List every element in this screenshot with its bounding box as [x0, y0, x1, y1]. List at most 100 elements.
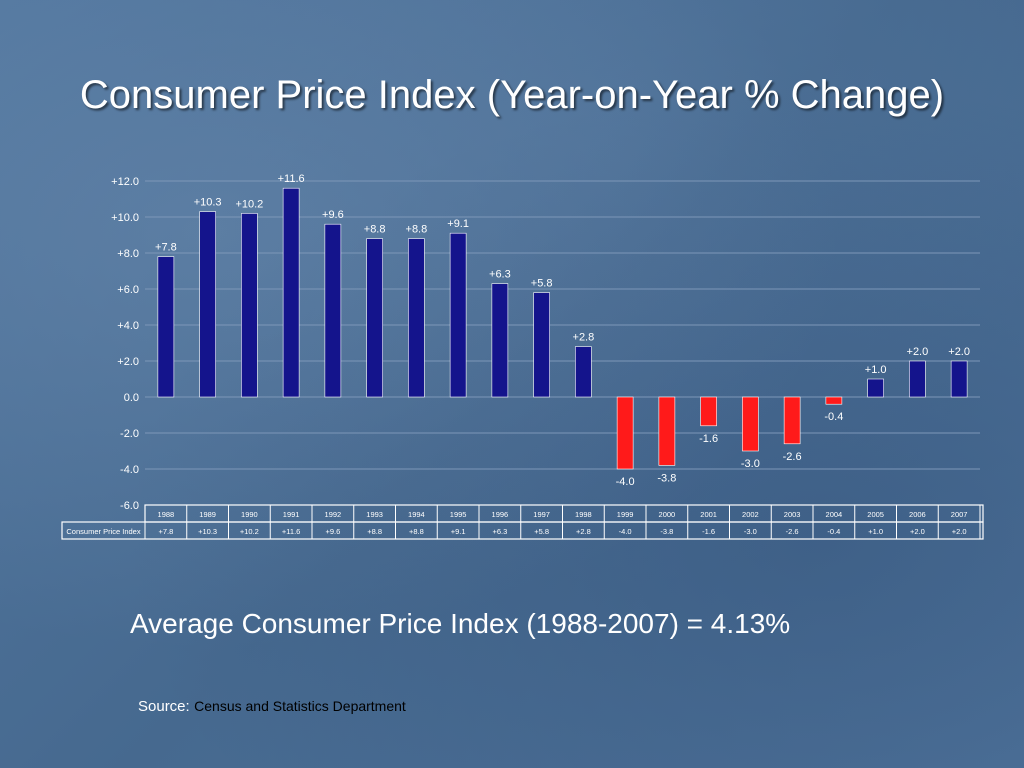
bar-value-label: -1.6 — [699, 433, 718, 445]
bar-value-label: +6.3 — [489, 269, 511, 281]
y-tick-label: +8.0 — [117, 248, 139, 260]
table-year-2002: 2002 — [742, 510, 759, 519]
y-tick-label: +2.0 — [117, 356, 139, 368]
bar-value-label: +11.6 — [278, 173, 305, 185]
bar-value-label: -3.8 — [657, 472, 676, 484]
average-cpi-text: Average Consumer Price Index (1988-2007)… — [130, 608, 791, 639]
bar-1996 — [491, 283, 509, 398]
bar-2002 — [742, 396, 759, 452]
table-year-1995: 1995 — [450, 510, 467, 519]
bar-2003 — [783, 396, 801, 445]
y-tick-label: -2.0 — [120, 428, 139, 440]
table-value-1999: -4.0 — [619, 527, 632, 536]
bar-value-label: -2.6 — [783, 451, 802, 463]
bar-1998 — [575, 346, 592, 398]
table-year-2005: 2005 — [867, 510, 884, 519]
bar-value-label: +9.1 — [447, 218, 469, 230]
table-year-2004: 2004 — [826, 510, 843, 519]
bar-value-label: +10.2 — [235, 198, 263, 210]
table-value-1991: +11.6 — [282, 527, 300, 536]
y-tick-label: -6.0 — [120, 500, 139, 512]
table-year-2000: 2000 — [659, 510, 676, 519]
bar-value-label: +8.8 — [406, 224, 428, 236]
bar-value-label: +2.0 — [948, 346, 970, 358]
bar-1993 — [366, 238, 383, 398]
bar-2005 — [867, 378, 884, 398]
table-value-row — [61, 521, 984, 540]
table-value-1998: +2.8 — [576, 527, 591, 536]
table-year-2006: 2006 — [909, 510, 926, 519]
grid-lines — [145, 180, 980, 506]
y-tick-label: +6.0 — [117, 284, 139, 296]
table-value-1996: +6.3 — [492, 527, 507, 536]
bar-value-labels: +7.8 +10.3 +10.2 +11.6 +9.6 +8.8 +8.8 +9.1 +6.3 +… — [155, 173, 970, 488]
source-line: Source: Census and Statistics Department — [138, 698, 406, 716]
table-value-1993: +8.8 — [367, 527, 382, 536]
y-tick-label: +4.0 — [117, 320, 139, 332]
bar-value-label: +1.0 — [865, 364, 887, 376]
bar-2000 — [658, 396, 676, 466]
table-year-1990: 1990 — [241, 510, 258, 519]
table-year-2007: 2007 — [951, 510, 968, 519]
table-year-1988: 1988 — [158, 510, 175, 519]
table-value-1988: +7.8 — [158, 527, 173, 536]
table-value-1994: +8.8 — [409, 527, 424, 536]
table-value-2002: -3.0 — [744, 527, 757, 536]
table-value-2005: +1.0 — [868, 527, 883, 536]
bar-1997 — [533, 292, 550, 398]
table-year-1994: 1994 — [408, 510, 425, 519]
table-value-2003: -2.6 — [786, 527, 799, 536]
y-tick-label: -4.0 — [120, 464, 139, 476]
bar-2004 — [825, 396, 843, 405]
bar-value-label: +8.8 — [364, 224, 386, 236]
table-row-label: Consumer Price Index — [66, 527, 140, 536]
bar-1989 — [199, 211, 216, 398]
bar-1995 — [449, 232, 467, 398]
table-value-1995: +9.1 — [451, 527, 466, 536]
data-table: Consumer Price Index 1988 +7.8 1989 +10.3 199… — [61, 504, 984, 540]
table-year-2003: 2003 — [784, 510, 801, 519]
bar-value-label: -4.0 — [616, 476, 635, 488]
slide-title: Consumer Price Index (Year-on-Year % Cha… — [79, 73, 945, 117]
bar-1990 — [241, 213, 258, 398]
bar-2007 — [950, 360, 968, 398]
bar-1988 — [157, 256, 175, 398]
table-value-1990: +10.2 — [240, 527, 259, 536]
y-axis-tick-labels: +12.0 +10.0 +8.0 +6.0 +4.0 +2.0 0.0 -2.0 -4.0 -6.… — [111, 176, 139, 512]
bar-1994 — [408, 238, 425, 398]
bar-value-label: +2.8 — [573, 332, 595, 344]
table-value-2006: +2.0 — [910, 527, 925, 536]
table-value-1989: +10.3 — [198, 527, 217, 536]
bar-value-label: +9.6 — [322, 209, 344, 221]
bar-value-label: +2.0 — [907, 346, 929, 358]
table-value-1992: +9.6 — [325, 527, 340, 536]
table-year-1999: 1999 — [617, 510, 634, 519]
table-year-1996: 1996 — [492, 510, 509, 519]
table-year-1993: 1993 — [366, 510, 383, 519]
bar-value-label: +5.8 — [531, 278, 553, 290]
y-tick-label: +12.0 — [111, 176, 139, 188]
table-year-1989: 1989 — [199, 510, 216, 519]
bar-1992 — [324, 223, 342, 398]
table-year-1998: 1998 — [575, 510, 592, 519]
bar-value-label: +10.3 — [194, 197, 222, 209]
table-value-2001: -1.6 — [702, 527, 715, 536]
y-tick-label: 0.0 — [124, 392, 139, 404]
table-value-1997: +5.8 — [534, 527, 549, 536]
bar-2001 — [700, 396, 717, 427]
bar-1991 — [282, 187, 300, 398]
table-year-2001: 2001 — [700, 510, 717, 519]
table-year-1991: 1991 — [283, 510, 300, 519]
bar-1999 — [616, 396, 634, 470]
bar-2006 — [909, 360, 926, 398]
bar-value-label: -3.0 — [741, 458, 760, 470]
bars — [157, 187, 968, 470]
table-value-2004: -0.4 — [827, 527, 840, 536]
table-value-2007: +2.0 — [952, 527, 967, 536]
source-value: Census and Statistics Department — [194, 698, 406, 714]
source-label: Source: — [138, 698, 190, 715]
y-tick-label: +10.0 — [111, 212, 139, 224]
table-year-1992: 1992 — [325, 510, 342, 519]
table-value-2000: -3.8 — [660, 527, 673, 536]
